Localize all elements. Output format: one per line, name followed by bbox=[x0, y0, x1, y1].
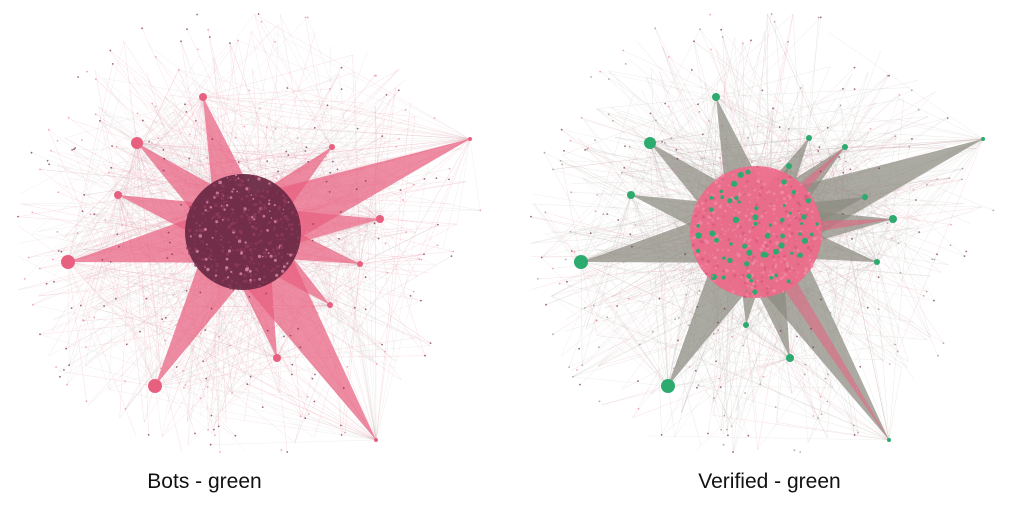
verified-network-graph bbox=[530, 13, 995, 453]
peripheral-nodes bbox=[530, 13, 995, 453]
hub-node bbox=[199, 93, 207, 101]
hub-node bbox=[61, 255, 75, 269]
core-cluster bbox=[185, 174, 301, 290]
verified-network-panel: Verified - green bbox=[513, 0, 1026, 508]
hub-node bbox=[374, 438, 378, 442]
hub-node bbox=[627, 191, 635, 199]
hub-node bbox=[981, 137, 985, 141]
hub-node bbox=[661, 379, 675, 393]
hub-node bbox=[376, 215, 384, 223]
peripheral-nodes bbox=[17, 13, 482, 453]
hub-node bbox=[357, 261, 363, 267]
hub-node bbox=[148, 379, 162, 393]
hub-node bbox=[862, 194, 868, 200]
hub-node bbox=[329, 144, 335, 150]
hub-node bbox=[114, 191, 122, 199]
hub-nodes bbox=[61, 93, 472, 442]
hub-node bbox=[644, 137, 656, 149]
bots-network-panel: Bots - green bbox=[0, 0, 513, 508]
hub-node bbox=[327, 302, 333, 308]
hub-nodes bbox=[574, 93, 985, 442]
hub-node bbox=[887, 438, 891, 442]
hub-node bbox=[574, 255, 588, 269]
bots-caption: Bots - green bbox=[147, 470, 262, 493]
hub-node bbox=[712, 93, 720, 101]
hub-node bbox=[889, 215, 897, 223]
hub-node bbox=[131, 137, 143, 149]
hub-node bbox=[273, 354, 281, 362]
hub-node bbox=[874, 259, 880, 265]
hub-node bbox=[468, 137, 472, 141]
hub-node bbox=[842, 144, 848, 150]
verified-caption: Verified - green bbox=[698, 470, 841, 493]
core-cluster bbox=[690, 166, 824, 299]
hub-node bbox=[786, 163, 792, 169]
hub-node bbox=[806, 135, 812, 141]
hub-node bbox=[743, 322, 749, 328]
bots-network-graph bbox=[17, 13, 482, 453]
hub-node bbox=[786, 354, 794, 362]
